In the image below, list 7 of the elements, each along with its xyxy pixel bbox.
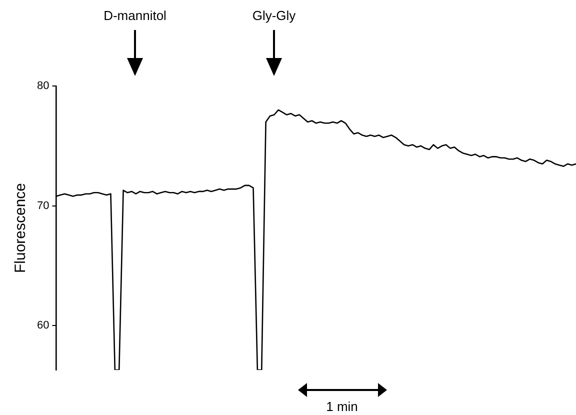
text: Gly-Gly xyxy=(252,8,296,24)
y-axis-title: Fluorescence xyxy=(12,182,30,274)
text: 1 min xyxy=(326,399,358,414)
y-tick-label: 70 xyxy=(36,200,50,212)
text: D-mannitol xyxy=(104,8,167,24)
y-tick-label: 80 xyxy=(36,80,50,92)
y-tick-label: 60 xyxy=(36,320,50,332)
